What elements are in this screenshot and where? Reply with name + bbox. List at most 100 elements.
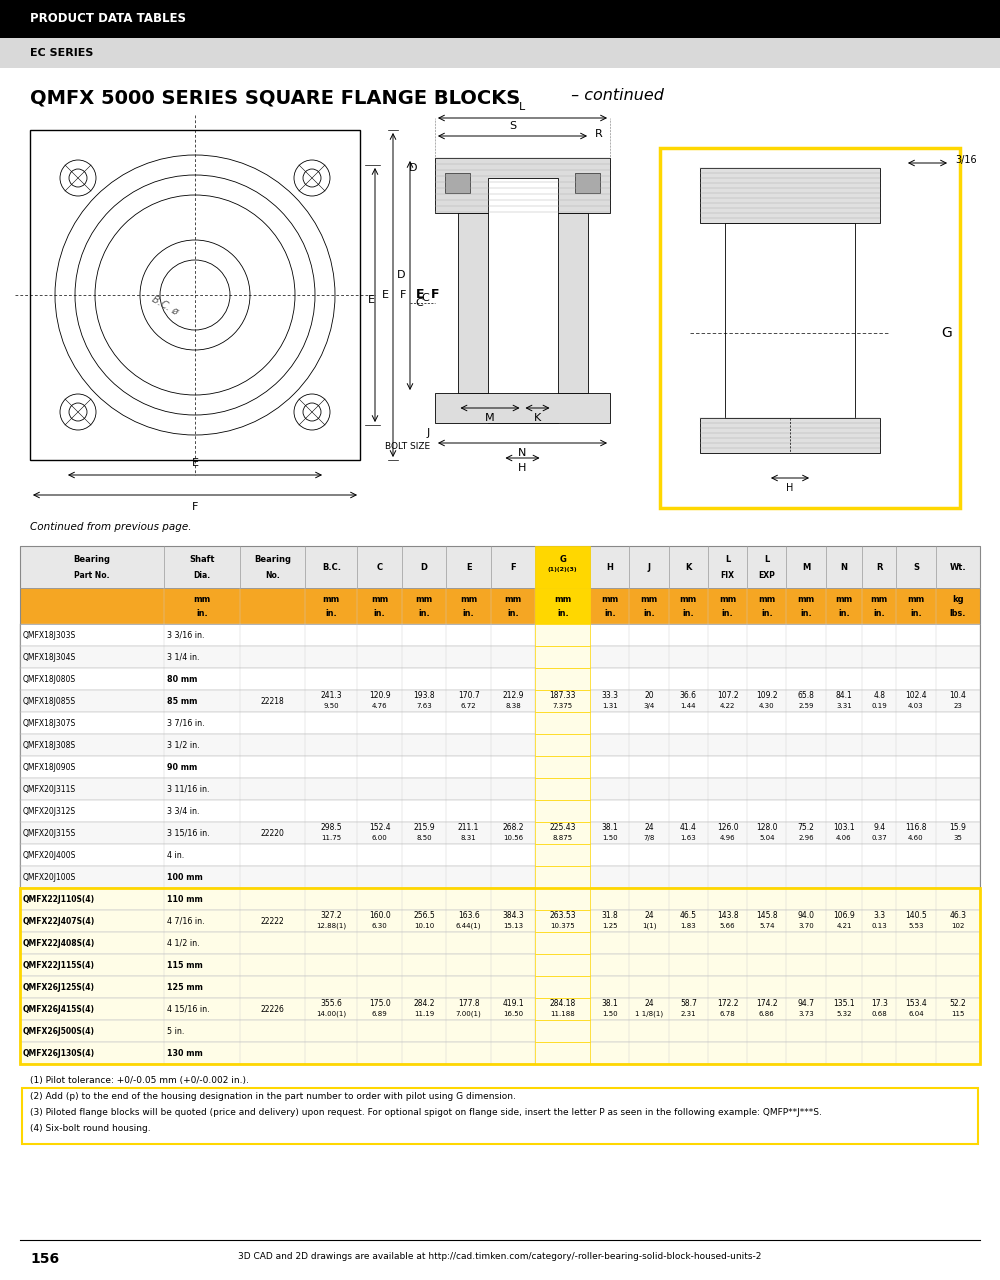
Text: 3 1/2 in.: 3 1/2 in. bbox=[167, 741, 199, 750]
Text: 11.75: 11.75 bbox=[321, 835, 341, 841]
Bar bbox=[535, 588, 590, 623]
Text: 126.0: 126.0 bbox=[717, 823, 738, 832]
Text: 106.9: 106.9 bbox=[833, 911, 855, 920]
Text: 327.2: 327.2 bbox=[320, 911, 342, 920]
Text: E: E bbox=[466, 562, 471, 571]
Bar bbox=[20, 733, 980, 756]
Bar bbox=[435, 393, 610, 422]
Bar bbox=[535, 932, 590, 954]
Text: 160.0: 160.0 bbox=[369, 911, 391, 920]
Bar bbox=[660, 148, 960, 508]
Text: 3/4: 3/4 bbox=[643, 703, 655, 709]
Bar bbox=[535, 668, 590, 690]
Text: 212.9: 212.9 bbox=[502, 691, 524, 700]
Text: L: L bbox=[764, 554, 769, 563]
Text: 6.89: 6.89 bbox=[372, 1011, 388, 1018]
Text: 80 mm: 80 mm bbox=[167, 675, 197, 684]
Text: 109.2: 109.2 bbox=[756, 691, 778, 700]
Bar bbox=[20, 867, 980, 888]
Text: 3.31: 3.31 bbox=[836, 703, 852, 709]
Text: QMFX18J090S: QMFX18J090S bbox=[23, 763, 76, 772]
Text: 10.4: 10.4 bbox=[949, 691, 966, 700]
Text: R: R bbox=[876, 562, 883, 571]
Text: QMFX18J308S: QMFX18J308S bbox=[23, 741, 76, 750]
Text: mm: mm bbox=[323, 595, 340, 604]
Text: 3.3: 3.3 bbox=[873, 911, 885, 920]
Bar bbox=[535, 646, 590, 668]
Text: Continued from previous page.: Continued from previous page. bbox=[30, 522, 192, 532]
Text: 4.22: 4.22 bbox=[720, 703, 735, 709]
Text: 3/16: 3/16 bbox=[955, 155, 977, 165]
Text: C: C bbox=[377, 562, 383, 571]
Text: 152.4: 152.4 bbox=[369, 823, 390, 832]
Text: Shaft: Shaft bbox=[189, 554, 215, 563]
Text: mm: mm bbox=[907, 595, 925, 604]
Text: 419.1: 419.1 bbox=[502, 1000, 524, 1009]
Bar bbox=[535, 844, 590, 867]
Bar bbox=[30, 131, 360, 460]
Text: 11.188: 11.188 bbox=[550, 1011, 575, 1018]
Bar bbox=[535, 975, 590, 998]
Text: 115 mm: 115 mm bbox=[167, 960, 203, 969]
Text: 4.03: 4.03 bbox=[908, 703, 924, 709]
Text: 211.1: 211.1 bbox=[458, 823, 479, 832]
Text: K: K bbox=[685, 562, 692, 571]
Text: 84.1: 84.1 bbox=[836, 691, 852, 700]
Text: 38.1: 38.1 bbox=[601, 1000, 618, 1009]
Bar bbox=[535, 822, 590, 844]
Bar bbox=[20, 975, 980, 998]
Text: Part No.: Part No. bbox=[74, 571, 110, 580]
Text: QMFX22J407S(4): QMFX22J407S(4) bbox=[23, 916, 95, 925]
Text: K: K bbox=[534, 413, 541, 422]
Bar bbox=[700, 168, 880, 223]
Text: 170.7: 170.7 bbox=[458, 691, 479, 700]
Bar bbox=[20, 888, 980, 910]
Text: S: S bbox=[509, 122, 516, 131]
Text: 46.5: 46.5 bbox=[680, 911, 697, 920]
Text: G: G bbox=[941, 326, 952, 340]
Bar bbox=[20, 1042, 980, 1064]
Bar bbox=[535, 800, 590, 822]
Text: 15.13: 15.13 bbox=[503, 923, 523, 929]
Text: 284.2: 284.2 bbox=[413, 1000, 435, 1009]
Text: 5 in.: 5 in. bbox=[167, 1027, 184, 1036]
Bar bbox=[20, 646, 980, 668]
Text: 6.44(1): 6.44(1) bbox=[456, 923, 481, 929]
Bar bbox=[535, 623, 590, 646]
Text: 284.18: 284.18 bbox=[550, 1000, 576, 1009]
Bar bbox=[435, 157, 610, 212]
Text: 58.7: 58.7 bbox=[680, 1000, 697, 1009]
Text: 384.3: 384.3 bbox=[502, 911, 524, 920]
Text: 3 3/16 in.: 3 3/16 in. bbox=[167, 631, 204, 640]
Text: H: H bbox=[786, 483, 794, 493]
Text: 9.50: 9.50 bbox=[323, 703, 339, 709]
Text: 1.50: 1.50 bbox=[602, 835, 618, 841]
Text: 11.188: 11.188 bbox=[550, 1011, 575, 1018]
Text: 156: 156 bbox=[30, 1252, 59, 1266]
Text: PRODUCT DATA TABLES: PRODUCT DATA TABLES bbox=[30, 13, 186, 26]
Text: N: N bbox=[518, 448, 527, 458]
Text: 1.50: 1.50 bbox=[602, 1011, 618, 1018]
Text: 10.375: 10.375 bbox=[550, 923, 575, 929]
Text: 4.76: 4.76 bbox=[372, 703, 387, 709]
Text: 4 7/16 in.: 4 7/16 in. bbox=[167, 916, 204, 925]
Text: QMFX26J415S(4): QMFX26J415S(4) bbox=[23, 1005, 95, 1014]
Bar bbox=[20, 1020, 980, 1042]
Text: 125 mm: 125 mm bbox=[167, 983, 203, 992]
Bar bbox=[535, 998, 590, 1020]
Text: 17.3: 17.3 bbox=[871, 1000, 888, 1009]
Bar bbox=[20, 778, 980, 800]
Text: B.C.: B.C. bbox=[322, 562, 341, 571]
Text: 7.375: 7.375 bbox=[553, 703, 573, 709]
Text: 268.2: 268.2 bbox=[502, 823, 524, 832]
Text: mm: mm bbox=[601, 595, 618, 604]
Text: QMFX 5000 SERIES SQUARE FLANGE BLOCKS: QMFX 5000 SERIES SQUARE FLANGE BLOCKS bbox=[30, 88, 520, 108]
Text: (4) Six-bolt round housing.: (4) Six-bolt round housing. bbox=[30, 1124, 151, 1133]
Text: 8.875: 8.875 bbox=[553, 835, 573, 841]
Text: E: E bbox=[382, 291, 389, 300]
Bar bbox=[535, 888, 590, 910]
Text: 4 15/16 in.: 4 15/16 in. bbox=[167, 1005, 209, 1014]
Text: G(1)(2)(3): G(1)(2)(3) bbox=[539, 562, 587, 571]
Text: 263.53: 263.53 bbox=[549, 911, 576, 920]
Text: 135.1: 135.1 bbox=[833, 1000, 855, 1009]
